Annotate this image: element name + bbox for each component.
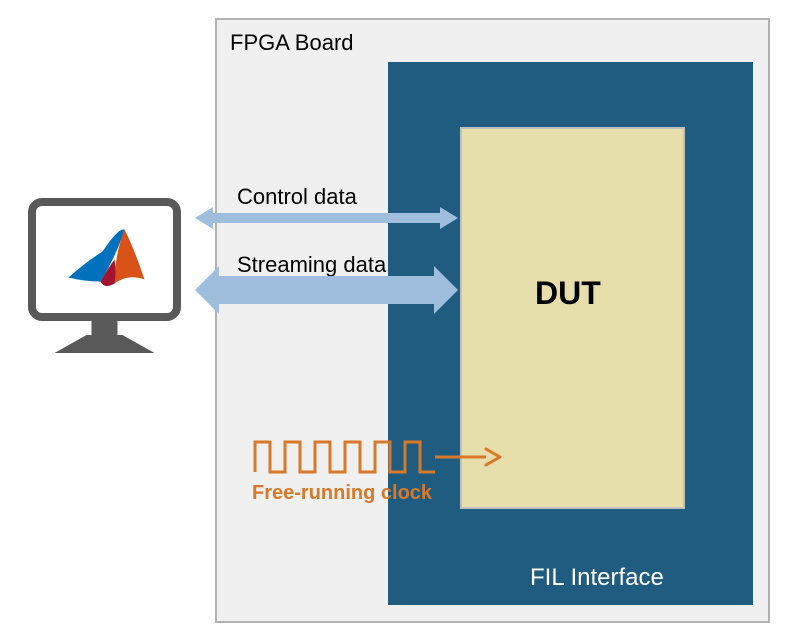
streaming-data-arrow	[195, 266, 458, 314]
control-data-arrow	[195, 207, 458, 229]
clock-signal-icon	[255, 442, 435, 472]
clock-arrow-head-icon	[486, 449, 500, 465]
monitor-icon	[32, 202, 177, 353]
diagram-svg-overlay	[0, 0, 800, 643]
